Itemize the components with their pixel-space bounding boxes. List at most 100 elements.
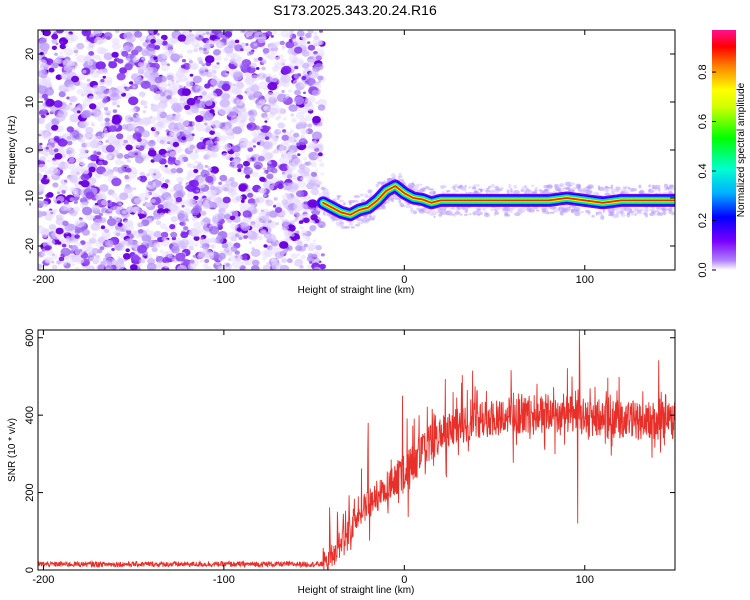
noise-blob xyxy=(104,133,108,137)
noise-blob xyxy=(132,132,142,140)
noise-blob xyxy=(206,238,210,241)
noise-blob xyxy=(140,80,151,90)
noise-blob xyxy=(137,222,144,228)
noise-blob xyxy=(101,193,107,198)
colorbar-tick-label: 0.0 xyxy=(697,262,709,277)
noise-blob xyxy=(262,167,267,171)
noise-blob xyxy=(299,40,308,48)
noise-blob xyxy=(162,45,169,51)
noise-blob xyxy=(65,160,70,165)
noise-blob xyxy=(92,204,100,212)
track-halo xyxy=(535,209,540,212)
noise-blob xyxy=(221,49,226,53)
noise-blob xyxy=(251,132,257,137)
noise-blob xyxy=(289,210,294,215)
spec-y-tick-label: 10 xyxy=(24,96,36,108)
noise-blob xyxy=(127,193,135,199)
noise-blob xyxy=(113,205,120,211)
noise-blob xyxy=(300,254,306,260)
noise-blob xyxy=(193,235,200,241)
noise-blob xyxy=(106,112,110,116)
track-halo xyxy=(368,217,375,221)
noise-blob xyxy=(67,84,76,91)
noise-blob xyxy=(170,216,178,223)
noise-blob xyxy=(256,215,264,223)
track-halo xyxy=(324,213,330,217)
noise-blob xyxy=(131,72,142,82)
track-halo xyxy=(381,205,386,210)
track-halo xyxy=(354,223,361,227)
noise-blob xyxy=(243,166,253,175)
noise-blob xyxy=(59,43,67,50)
track-halo xyxy=(597,212,604,216)
noise-blob xyxy=(40,43,50,52)
track-halo xyxy=(524,185,527,188)
noise-blob xyxy=(104,172,108,176)
track-halo xyxy=(499,186,504,190)
noise-blob xyxy=(80,201,89,209)
track-halo xyxy=(392,195,399,200)
noise-blob xyxy=(244,267,250,270)
track-halo xyxy=(438,213,443,217)
track-halo xyxy=(375,183,379,188)
noise-blob xyxy=(310,188,319,196)
noise-blob xyxy=(56,147,66,155)
noise-blob xyxy=(156,261,165,269)
plot-frame-bottom xyxy=(37,329,676,571)
noise-blob xyxy=(38,133,42,137)
noise-blob xyxy=(294,46,303,54)
track-halo xyxy=(464,184,467,188)
track-halo xyxy=(464,210,469,213)
track-halo xyxy=(377,181,383,184)
noise-blob xyxy=(258,155,265,162)
noise-blob xyxy=(206,189,217,198)
noise-blob xyxy=(271,262,282,270)
noise-blob xyxy=(192,229,202,238)
track-halo xyxy=(471,186,477,190)
noise-blob xyxy=(196,189,200,193)
noise-blob xyxy=(116,261,125,270)
noise-blob xyxy=(204,199,209,204)
noise-blob xyxy=(103,52,113,61)
noise-blob xyxy=(282,224,289,231)
noise-blob xyxy=(232,126,242,135)
noise-blob xyxy=(51,264,58,270)
noise-blob xyxy=(229,132,235,136)
noise-blob xyxy=(241,259,250,266)
noise-blob xyxy=(186,162,192,167)
noise-blob xyxy=(314,63,324,71)
noise-blob xyxy=(142,240,147,245)
noise-blob xyxy=(204,69,209,73)
noise-blob xyxy=(257,235,263,241)
noise-blob xyxy=(261,59,267,64)
noise-blob xyxy=(257,72,267,80)
noise-blob xyxy=(141,56,146,61)
x-axis-label-top: Height of straight line (km) xyxy=(298,285,415,296)
noise-blob xyxy=(244,87,256,96)
track-halo xyxy=(454,189,459,193)
noise-blob xyxy=(142,110,147,114)
noise-blob xyxy=(134,152,139,156)
noise-blob xyxy=(314,43,318,47)
track-halo xyxy=(428,188,434,191)
track-halo xyxy=(668,207,673,212)
colorbar-label: Normalized spectral amplitude xyxy=(736,82,747,217)
noise-blob xyxy=(224,31,233,38)
noise-blob xyxy=(279,163,289,172)
noise-blob xyxy=(69,197,75,202)
noise-blob xyxy=(204,55,215,64)
track-halo xyxy=(418,188,425,193)
noise-blob xyxy=(51,33,59,40)
snr-panel: -200 -100 0 100 0 200 400 600 Height of straigh… xyxy=(7,329,676,596)
track-halo xyxy=(440,185,445,190)
noise-blob xyxy=(222,143,232,152)
track-halo xyxy=(644,208,649,213)
noise-blob xyxy=(277,122,285,129)
track-halo xyxy=(570,208,575,214)
noise-blob xyxy=(265,31,273,37)
noise-blob xyxy=(170,168,177,174)
noise-blob xyxy=(307,264,313,270)
noise-blob xyxy=(88,256,94,261)
noise-blob xyxy=(100,122,106,128)
noise-blob xyxy=(121,210,127,215)
